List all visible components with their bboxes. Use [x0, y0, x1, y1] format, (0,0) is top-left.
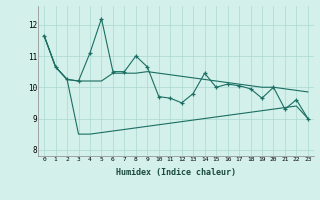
X-axis label: Humidex (Indice chaleur): Humidex (Indice chaleur) [116, 168, 236, 177]
